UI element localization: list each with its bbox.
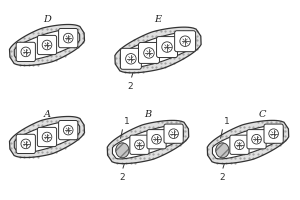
Circle shape (21, 139, 31, 149)
Polygon shape (107, 120, 189, 164)
FancyBboxPatch shape (58, 28, 78, 48)
Polygon shape (14, 29, 80, 61)
Circle shape (135, 140, 144, 150)
Circle shape (63, 33, 73, 43)
Circle shape (180, 36, 190, 46)
FancyBboxPatch shape (264, 124, 283, 143)
Circle shape (126, 54, 136, 64)
Circle shape (144, 48, 154, 58)
Text: 1: 1 (224, 117, 230, 126)
Text: C: C (258, 110, 266, 119)
FancyBboxPatch shape (139, 42, 159, 63)
Polygon shape (112, 125, 184, 159)
FancyBboxPatch shape (120, 48, 141, 69)
Text: 2: 2 (128, 82, 134, 91)
Polygon shape (120, 32, 196, 68)
Polygon shape (212, 125, 284, 159)
FancyBboxPatch shape (16, 134, 35, 154)
Circle shape (252, 134, 261, 144)
FancyBboxPatch shape (130, 135, 149, 154)
FancyBboxPatch shape (38, 127, 57, 147)
FancyBboxPatch shape (58, 120, 78, 140)
Ellipse shape (116, 143, 129, 158)
Text: E: E (154, 15, 162, 24)
Text: A: A (44, 110, 50, 119)
FancyBboxPatch shape (147, 130, 166, 149)
Circle shape (21, 47, 31, 57)
FancyBboxPatch shape (16, 42, 35, 62)
Text: 2: 2 (219, 173, 225, 182)
Polygon shape (115, 27, 201, 73)
FancyBboxPatch shape (164, 124, 183, 143)
Circle shape (42, 40, 52, 50)
Circle shape (152, 134, 161, 144)
Circle shape (269, 129, 278, 138)
Circle shape (42, 132, 52, 142)
Ellipse shape (216, 143, 229, 158)
FancyBboxPatch shape (157, 37, 178, 58)
Text: 2: 2 (119, 173, 125, 182)
Polygon shape (10, 24, 85, 66)
Text: D: D (43, 15, 51, 24)
FancyBboxPatch shape (230, 135, 249, 154)
FancyBboxPatch shape (38, 35, 57, 55)
Circle shape (162, 42, 172, 52)
Polygon shape (207, 120, 289, 164)
Circle shape (235, 140, 244, 150)
Circle shape (169, 129, 178, 138)
Circle shape (63, 125, 73, 135)
FancyBboxPatch shape (247, 130, 266, 149)
Polygon shape (10, 116, 85, 158)
Text: B: B (144, 110, 152, 119)
Text: 1: 1 (124, 117, 130, 126)
FancyBboxPatch shape (175, 31, 196, 52)
Polygon shape (14, 121, 80, 153)
